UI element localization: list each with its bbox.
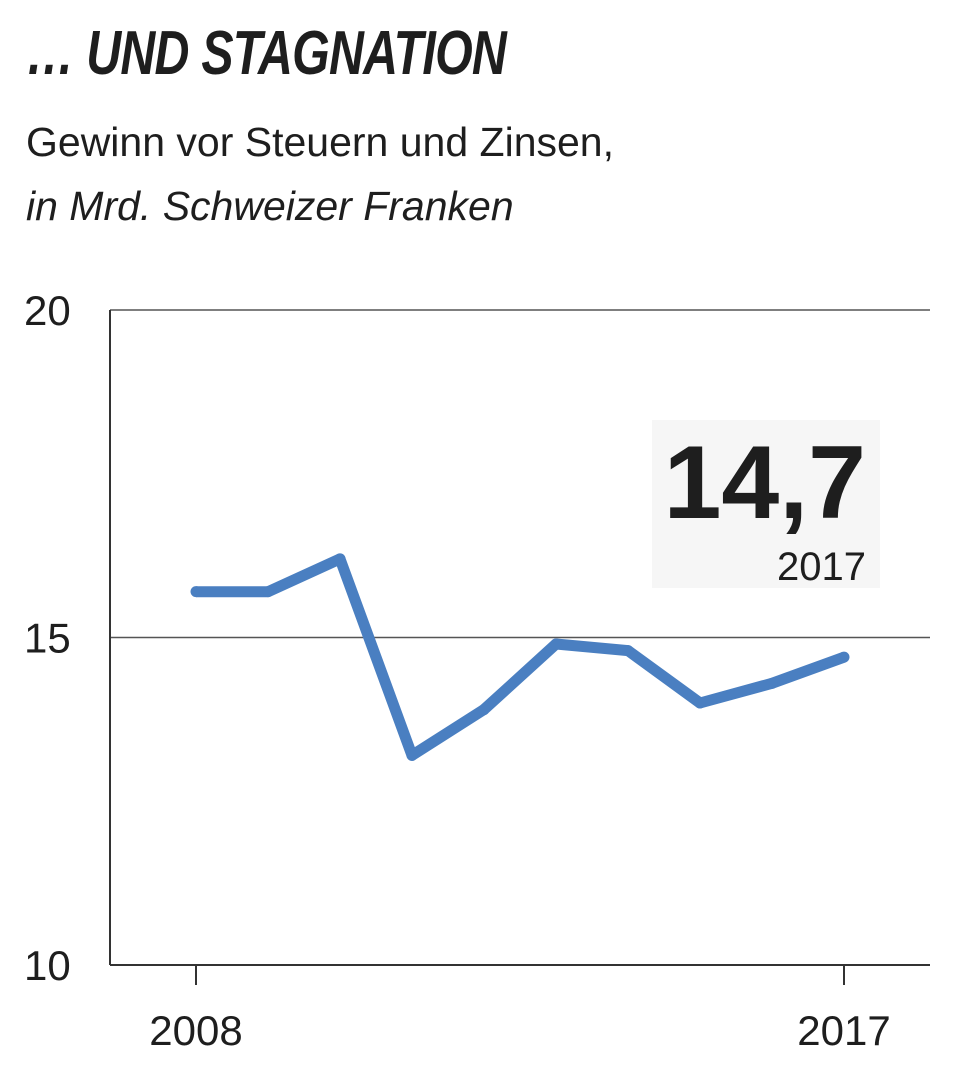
data-point-2011 <box>406 749 418 761</box>
chart-unit: in Mrd. Schweizer Franken <box>26 183 514 229</box>
chart-subtitle-text: Gewinn vor Steuern und Zinsen, <box>26 119 614 165</box>
axes <box>109 310 930 966</box>
series-line-0 <box>196 553 846 761</box>
gridlines <box>110 309 930 639</box>
series-points <box>190 553 850 761</box>
data-point-2016 <box>766 677 778 689</box>
callout-background <box>652 420 880 588</box>
x-tick-label-2017: 2017 <box>797 1007 890 1054</box>
data-point-2012 <box>478 704 490 716</box>
data-point-2013 <box>550 638 562 650</box>
y-tick-label-15: 15 <box>24 615 71 662</box>
data-point-2014 <box>622 645 634 657</box>
y-tick-labels: 10 15 20 <box>24 287 71 989</box>
callout-value: 14,7 <box>664 425 866 541</box>
data-point-2017 <box>838 651 850 663</box>
data-point-2009 <box>262 586 274 598</box>
chart-subtitle: Gewinn vor Steuern und Zinsen, in Mrd. S… <box>26 110 614 238</box>
y-tick-label-10: 10 <box>24 942 71 989</box>
x-ticks: 2008 2017 <box>149 965 891 1054</box>
data-point-2015 <box>694 697 706 709</box>
x-tick-label-2008: 2008 <box>149 1007 242 1054</box>
y-tick-label-20: 20 <box>24 287 71 334</box>
callout: 14,7 2017 <box>652 420 880 589</box>
series-lines <box>196 553 846 761</box>
data-point-2008 <box>190 586 202 598</box>
data-point-2010 <box>334 553 346 565</box>
callout-year: 2017 <box>777 545 866 589</box>
chart-title: … UND STAGNATION <box>26 19 507 88</box>
